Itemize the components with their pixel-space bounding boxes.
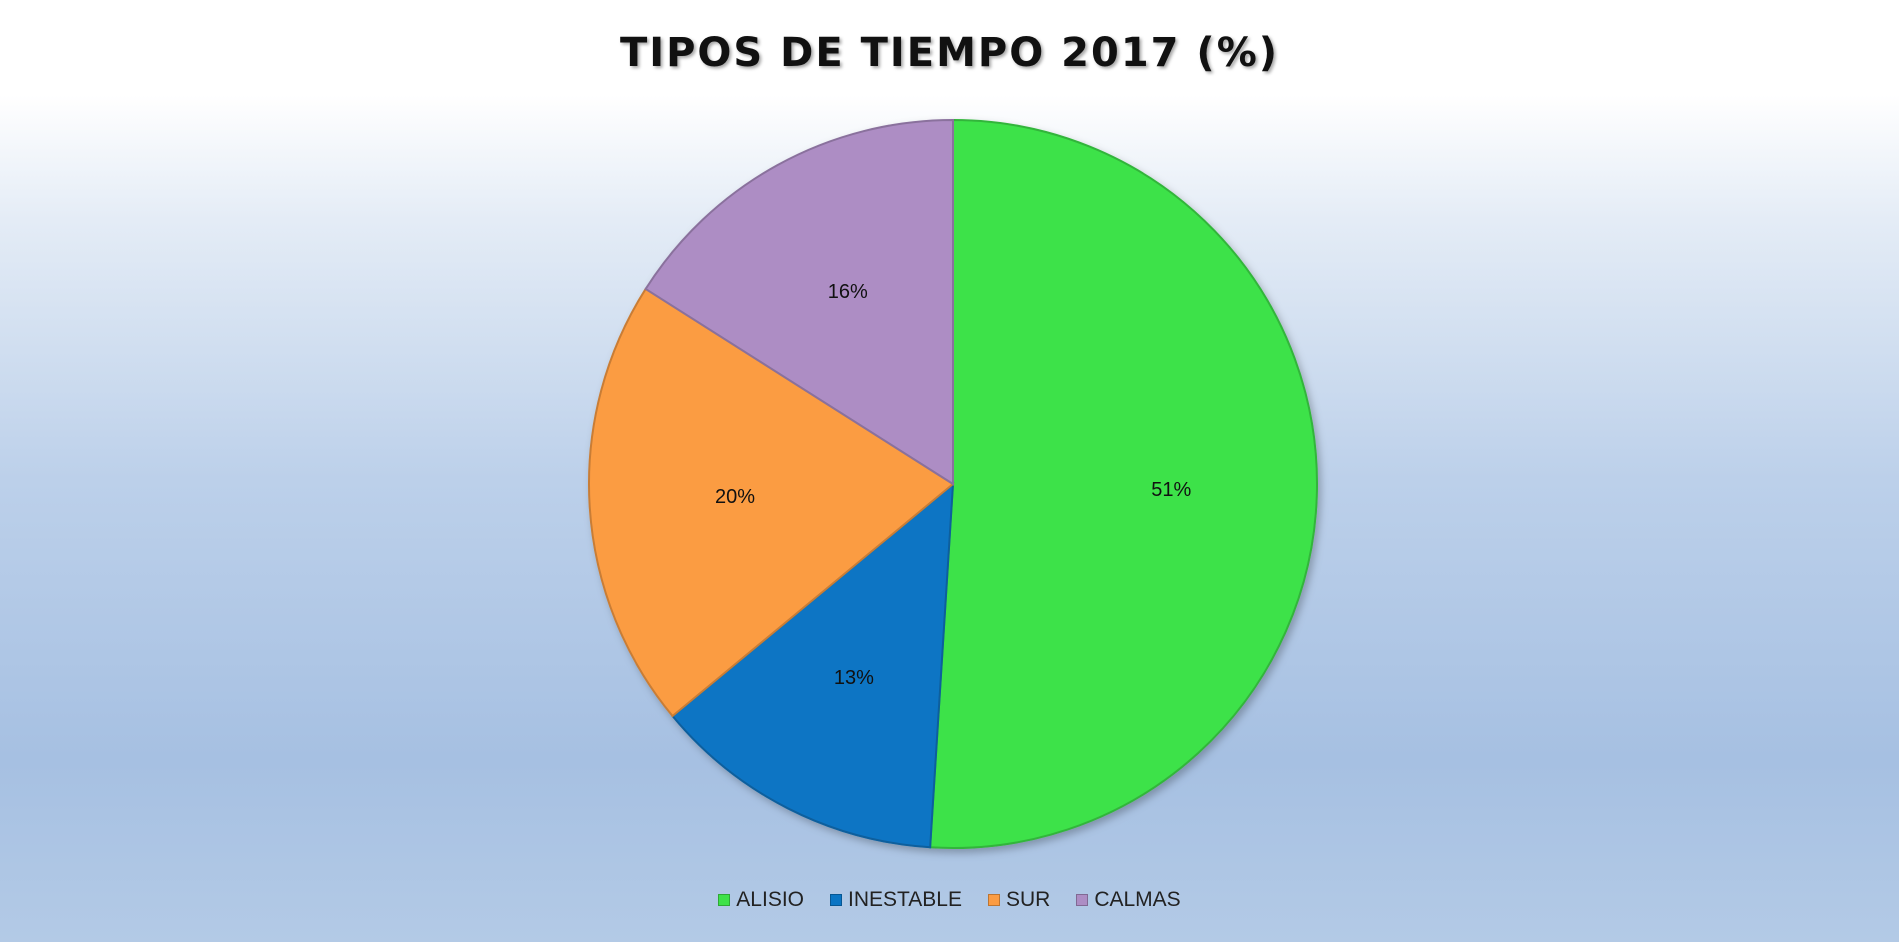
chart-title: TIPOS DE TIEMPO 2017 (%) [619,30,1280,76]
data-label-sur: 20% [715,486,755,508]
pie-slice-sur [588,287,955,718]
pie-slice-inestable [671,481,955,849]
chart-legend: ALISIO INESTABLE SUR CALMAS [0,888,1899,912]
data-label-alisio: 51% [1151,479,1191,501]
legend-swatch-inestable [830,894,842,906]
data-label-calmas: 16% [828,281,868,303]
data-label-inestable: 13% [834,667,874,689]
legend-swatch-alisio [718,894,731,906]
legend-label-inestable: INESTABLE [848,888,962,911]
legend-item-calmas: CALMAS [1076,888,1181,912]
legend-item-sur: SUR [987,888,1051,912]
legend-swatch-calmas [1076,894,1089,906]
legend-item-inestable: INESTABLE [830,888,962,912]
legend-label-alisio: ALISIO [736,888,804,911]
pie-slice-calmas [644,118,954,486]
legend-swatch-sur [987,894,1000,906]
legend-item-alisio: ALISIO [718,888,804,912]
pie-slice-alisio [929,118,1318,849]
legend-label-sur: SUR [1005,888,1051,911]
legend-label-calmas: CALMAS [1094,888,1181,911]
